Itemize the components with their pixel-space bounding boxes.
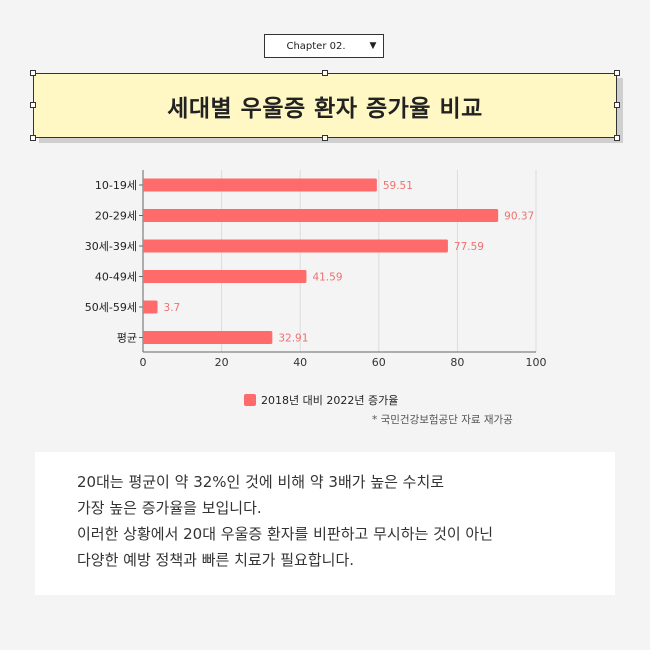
category-label: 20-29세 [95,210,137,223]
category-label: 30세-39세 [85,240,137,253]
x-tick-label: 100 [526,356,547,369]
resize-handle-bottom-right[interactable] [614,135,620,141]
data-label: 77.59 [454,241,484,253]
description-line: 가장 높은 증가율을 보입니다. [77,499,262,517]
bar [143,300,158,314]
data-label: 59.51 [383,180,413,192]
data-label: 3.7 [164,302,181,314]
category-label: 평균 [117,332,137,345]
category-label: 40-49세 [95,271,137,284]
resize-handle-bottom-center[interactable] [322,135,328,141]
x-tick-label: 40 [293,356,307,369]
category-label: 10-19세 [95,179,137,192]
x-tick-label: 60 [372,356,386,369]
description-box: 20대는 평균이 약 32%인 것에 비해 약 3배가 높은 수치로 가장 높은… [35,452,615,595]
resize-handle-top-center[interactable] [322,70,328,76]
bar [143,270,307,283]
x-tick-label: 80 [450,356,464,369]
bar [143,239,448,253]
bar [143,178,377,192]
description-line: 20대는 평균이 약 32%인 것에 비해 약 3배가 높은 수치로 [77,473,445,491]
title-banner: 세대별 우울증 환자 증가율 비교 [30,70,623,143]
caret-down-icon[interactable]: ▼ [369,41,377,51]
resize-handle-bottom-left[interactable] [30,135,36,141]
data-label: 32.91 [278,333,308,345]
resize-handle-top-right[interactable] [614,70,620,76]
legend-swatch [244,394,256,406]
data-label: 90.37 [504,211,534,223]
page-title: 세대별 우울증 환자 증가율 비교 [33,73,617,138]
bar [143,331,273,344]
description-line: 다양한 예방 정책과 빠른 치료가 필요합니다. [77,551,355,569]
bar [143,209,499,222]
legend-label: 2018년 대비 2022년 증가율 [261,394,398,407]
resize-handle-middle-right[interactable] [614,102,620,108]
chapter-label: Chapter 02. [286,40,346,52]
category-label: 50세-59세 [85,301,137,314]
description-line: 이러한 상황에서 20대 우울증 환자를 비판하고 무시하는 것이 아닌 [77,525,494,543]
source-note: * 국민건강보험공단 자료 재가공 [372,414,513,426]
bar-chart: 0 20 40 60 80 100 10-19세 59.51 20-29세 90.37 30세-39… [85,170,547,407]
resize-handle-middle-left[interactable] [30,102,36,108]
data-label: 41.59 [312,272,342,284]
chapter-select[interactable]: Chapter 02. ▼ [264,34,384,58]
resize-handle-top-left[interactable] [30,70,36,76]
x-tick-label: 20 [215,356,229,369]
x-tick-label: 0 [140,356,147,369]
